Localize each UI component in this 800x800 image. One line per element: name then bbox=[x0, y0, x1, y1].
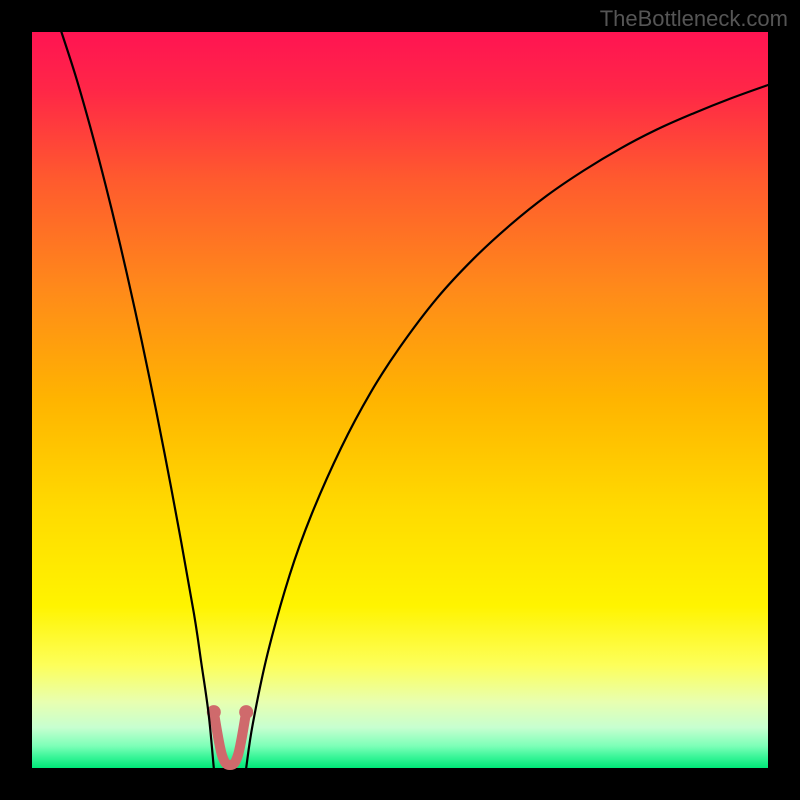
curve-right bbox=[246, 85, 768, 768]
watermark-text: TheBottleneck.com bbox=[600, 6, 788, 32]
curve-layer bbox=[32, 32, 768, 768]
chart-canvas: TheBottleneck.com bbox=[0, 0, 800, 800]
curve-left bbox=[61, 32, 213, 768]
plot-area bbox=[32, 32, 768, 768]
